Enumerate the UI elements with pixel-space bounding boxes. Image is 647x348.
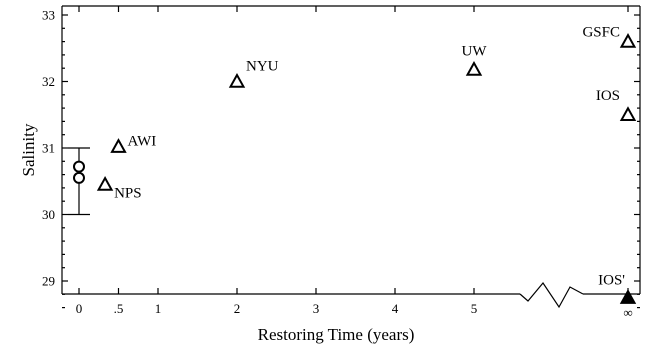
y-axis-title: Salinity <box>19 123 38 176</box>
y-tick-label: 32 <box>42 74 55 89</box>
x-tick-label: 1 <box>155 301 162 316</box>
point-label: IOS <box>596 88 620 104</box>
axis-break <box>519 281 584 309</box>
model-points <box>96 33 637 304</box>
y-tick-label: 33 <box>42 8 55 23</box>
tick-labels: 29 30 31 32 33 0 .5 1 2 3 4 5 ∞ NPS AWI NYU UW GSFC IOS IOS… <box>42 8 633 321</box>
x-tick-label: .5 <box>114 301 124 316</box>
triangle-marker <box>228 72 246 88</box>
point-label: IOS' <box>598 273 625 289</box>
y-tick-label: 30 <box>42 207 55 222</box>
triangle-marker <box>110 138 127 153</box>
point-label: NYU <box>246 59 279 75</box>
x-tick-label: 2 <box>234 301 241 316</box>
x-tick-label: 0 <box>76 301 83 316</box>
point-label: NPS <box>114 186 142 202</box>
tick-marks <box>62 6 640 309</box>
x-tick-label: 5 <box>471 301 478 316</box>
x-tick-label: 3 <box>313 301 320 316</box>
triangle-marker <box>96 176 114 191</box>
observation-group <box>68 147 90 216</box>
x-tick-label: 4 <box>392 301 399 316</box>
observation-circle <box>73 171 85 184</box>
observation-circle <box>73 160 85 173</box>
x-tick-label: ∞ <box>623 305 632 320</box>
y-tick-label: 31 <box>42 141 55 156</box>
triangle-marker <box>619 33 637 48</box>
triangle-marker <box>619 106 637 121</box>
y-tick-label: 29 <box>42 274 55 289</box>
x-axis-title: Restoring Time (years) <box>258 325 415 344</box>
triangle-marker <box>465 60 483 76</box>
point-label: GSFC <box>582 25 620 41</box>
point-label: AWI <box>128 134 157 150</box>
plot-frame <box>61 5 641 295</box>
triangle-marker <box>619 289 637 304</box>
axis-break-zigzag <box>519 281 584 309</box>
point-label: UW <box>462 44 488 60</box>
